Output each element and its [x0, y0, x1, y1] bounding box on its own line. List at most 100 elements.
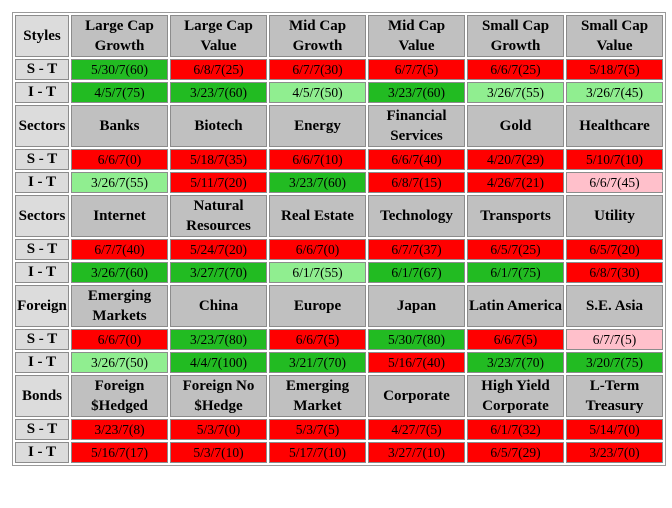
signal-cell: 6/6/7(5) — [467, 329, 564, 350]
signal-cell: 6/5/7(20) — [566, 239, 663, 260]
section-label: Sectors — [15, 105, 69, 147]
signal-cell: 6/8/7(15) — [368, 172, 465, 193]
section-header-row: Sectors Banks Biotech Energy Financial Servi… — [15, 105, 663, 147]
signal-cell: 5/24/7(20) — [170, 239, 267, 260]
signal-cell: 5/16/7(17) — [71, 442, 168, 463]
row-label: I - T — [15, 442, 69, 463]
intermediate-term-row: I - T 4/5/7(75) 3/23/7(60) 4/5/7(50) 3/23/7(… — [15, 82, 663, 103]
column-header: Energy — [269, 105, 366, 147]
signal-cell: 6/7/7(40) — [71, 239, 168, 260]
column-header: Small Cap Value — [566, 15, 663, 57]
signal-cell: 5/10/7(10) — [566, 149, 663, 170]
signal-cell: 3/26/7(50) — [71, 352, 168, 373]
signal-cell: 3/23/7(80) — [170, 329, 267, 350]
section-label: Sectors — [15, 195, 69, 237]
signal-cell: 6/5/7(25) — [467, 239, 564, 260]
column-header: Biotech — [170, 105, 267, 147]
column-header: Foreign No $Hedge — [170, 375, 267, 417]
column-header: Foreign $Hedged — [71, 375, 168, 417]
column-header: Gold — [467, 105, 564, 147]
row-label: S - T — [15, 59, 69, 80]
signal-cell: 6/7/7(37) — [368, 239, 465, 260]
section-label: Bonds — [15, 375, 69, 417]
signal-cell: 6/6/7(45) — [566, 172, 663, 193]
signal-cell: 4/4/7(100) — [170, 352, 267, 373]
section-header-row: Foreign Emerging Markets China Europe Japan L… — [15, 285, 663, 327]
column-header: Large Cap Value — [170, 15, 267, 57]
signal-cell: 5/14/7(0) — [566, 419, 663, 440]
signal-cell: 3/23/7(60) — [170, 82, 267, 103]
column-header: Latin America — [467, 285, 564, 327]
signal-cell: 6/6/7(0) — [269, 239, 366, 260]
column-header: Europe — [269, 285, 366, 327]
intermediate-term-row: I - T 3/26/7(60) 3/27/7(70) 6/1/7(55) 6/1/7(… — [15, 262, 663, 283]
short-term-row: S - T 5/30/7(60) 6/8/7(25) 6/7/7(30) 6/7/7(5… — [15, 59, 663, 80]
column-header: Emerging Markets — [71, 285, 168, 327]
signal-cell: 3/27/7(10) — [368, 442, 465, 463]
column-header: Mid Cap Growth — [269, 15, 366, 57]
column-header: Mid Cap Value — [368, 15, 465, 57]
short-term-row: S - T 6/6/7(0) 3/23/7(80) 6/6/7(5) 5/30/7(80… — [15, 329, 663, 350]
row-label: I - T — [15, 262, 69, 283]
signal-cell: 6/6/7(25) — [467, 59, 564, 80]
signal-cell: 5/18/7(5) — [566, 59, 663, 80]
column-header: Technology — [368, 195, 465, 237]
column-header: Real Estate — [269, 195, 366, 237]
column-header: Large Cap Growth — [71, 15, 168, 57]
signal-cell: 6/7/7(5) — [368, 59, 465, 80]
signal-cell: 3/23/7(60) — [368, 82, 465, 103]
signal-cell: 6/1/7(32) — [467, 419, 564, 440]
column-header: Emerging Market — [269, 375, 366, 417]
signal-cell: 6/6/7(40) — [368, 149, 465, 170]
section-label: Foreign — [15, 285, 69, 327]
column-header: Healthcare — [566, 105, 663, 147]
signal-cell: 6/6/7(5) — [269, 329, 366, 350]
section-label: Styles — [15, 15, 69, 57]
signal-cell: 6/6/7(10) — [269, 149, 366, 170]
column-header: Financial Services — [368, 105, 465, 147]
intermediate-term-row: I - T 3/26/7(55) 5/11/7(20) 3/23/7(60) 6/8/7… — [15, 172, 663, 193]
row-label: S - T — [15, 149, 69, 170]
signal-cell: 6/1/7(55) — [269, 262, 366, 283]
table-body: Styles Large Cap Growth Large Cap Value Mid… — [15, 15, 663, 463]
signal-cell: 5/3/7(0) — [170, 419, 267, 440]
signal-cell: 4/20/7(29) — [467, 149, 564, 170]
signal-cell: 5/30/7(60) — [71, 59, 168, 80]
column-header: Transports — [467, 195, 564, 237]
signal-cell: 3/27/7(70) — [170, 262, 267, 283]
signal-cell: 3/23/7(8) — [71, 419, 168, 440]
section-header-row: Sectors Internet Natural Resources Real Est… — [15, 195, 663, 237]
column-header: Japan — [368, 285, 465, 327]
signal-cell: 6/6/7(0) — [71, 329, 168, 350]
signal-cell: 3/23/7(0) — [566, 442, 663, 463]
column-header: Banks — [71, 105, 168, 147]
signal-cell: 6/1/7(67) — [368, 262, 465, 283]
column-header: Utility — [566, 195, 663, 237]
signal-cell: 3/26/7(60) — [71, 262, 168, 283]
column-header: L-Term Treasury — [566, 375, 663, 417]
signal-cell: 3/26/7(45) — [566, 82, 663, 103]
short-term-row: S - T 6/7/7(40) 5/24/7(20) 6/6/7(0) 6/7/7(37… — [15, 239, 663, 260]
signal-cell: 6/8/7(25) — [170, 59, 267, 80]
intermediate-term-row: I - T 5/16/7(17) 5/3/7(10) 5/17/7(10) 3/27/7… — [15, 442, 663, 463]
row-label: I - T — [15, 352, 69, 373]
row-label: S - T — [15, 419, 69, 440]
signal-cell: 3/26/7(55) — [71, 172, 168, 193]
column-header: S.E. Asia — [566, 285, 663, 327]
signal-cell: 6/7/7(5) — [566, 329, 663, 350]
market-signals-table: Styles Large Cap Growth Large Cap Value Mid… — [12, 12, 666, 466]
signal-cell: 4/27/7(5) — [368, 419, 465, 440]
signal-cell: 5/11/7(20) — [170, 172, 267, 193]
signal-cell: 4/5/7(50) — [269, 82, 366, 103]
signal-cell: 3/20/7(75) — [566, 352, 663, 373]
short-term-row: S - T 3/23/7(8) 5/3/7(0) 5/3/7(5) 4/27/7(5) 6… — [15, 419, 663, 440]
signal-cell: 5/18/7(35) — [170, 149, 267, 170]
signal-cell: 6/1/7(75) — [467, 262, 564, 283]
row-label: S - T — [15, 239, 69, 260]
signal-cell: 5/3/7(10) — [170, 442, 267, 463]
column-header: High Yield Corporate — [467, 375, 564, 417]
signal-cell: 4/5/7(75) — [71, 82, 168, 103]
section-header-row: Bonds Foreign $Hedged Foreign No $Hedge Eme… — [15, 375, 663, 417]
row-label: I - T — [15, 172, 69, 193]
column-header: Natural Resources — [170, 195, 267, 237]
